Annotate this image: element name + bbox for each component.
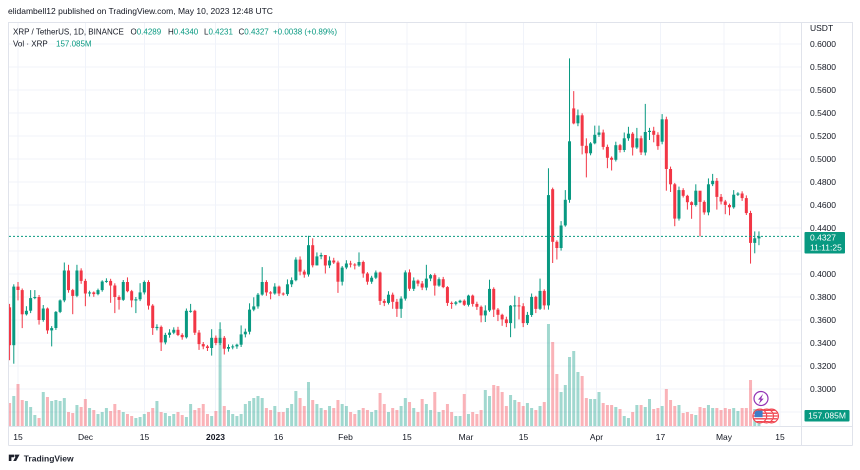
svg-text:157.085M: 157.085M — [808, 411, 846, 421]
svg-text:0.3200: 0.3200 — [810, 361, 836, 371]
svg-text:0.4327: 0.4327 — [810, 233, 836, 243]
svg-text:16: 16 — [274, 432, 284, 442]
svg-text:0.5000: 0.5000 — [810, 154, 836, 164]
svg-text:USDT: USDT — [810, 23, 833, 33]
svg-text:0.5800: 0.5800 — [810, 62, 836, 72]
svg-text:elidambell12 published on Trad: elidambell12 published on TradingView.co… — [8, 6, 273, 16]
svg-text:+0.0038 (+0.89%): +0.0038 (+0.89%) — [273, 28, 337, 37]
svg-text:15: 15 — [402, 432, 412, 442]
svg-text:O0.4289: O0.4289 — [131, 28, 162, 37]
svg-text:0.3000: 0.3000 — [810, 384, 836, 394]
svg-text:17: 17 — [656, 432, 666, 442]
svg-text:0.3400: 0.3400 — [810, 338, 836, 348]
svg-text:0.4400: 0.4400 — [810, 223, 836, 233]
svg-text:H0.4340: H0.4340 — [168, 28, 199, 37]
svg-text:0.6000: 0.6000 — [810, 39, 836, 49]
svg-text:0.5400: 0.5400 — [810, 108, 836, 118]
svg-text:Feb: Feb — [338, 432, 353, 442]
svg-text:2023: 2023 — [206, 432, 225, 442]
svg-text:TradingView: TradingView — [24, 454, 74, 464]
svg-text:XRP / TetherUS, 1D, BINANCE: XRP / TetherUS, 1D, BINANCE — [13, 28, 124, 37]
svg-text:Vol · XRP: Vol · XRP — [13, 40, 48, 49]
svg-text:15: 15 — [775, 432, 785, 442]
svg-text:L0.4231: L0.4231 — [204, 28, 233, 37]
svg-text:15: 15 — [140, 432, 150, 442]
svg-text:0.5600: 0.5600 — [810, 85, 836, 95]
svg-text:11:11:25: 11:11:25 — [810, 243, 842, 253]
svg-text:Mar: Mar — [459, 432, 474, 442]
svg-text:0.3800: 0.3800 — [810, 292, 836, 302]
svg-text:0.4600: 0.4600 — [810, 200, 836, 210]
svg-text:May: May — [716, 432, 733, 442]
svg-text:C0.4327: C0.4327 — [239, 28, 270, 37]
svg-text:0.5200: 0.5200 — [810, 131, 836, 141]
svg-text:0.4000: 0.4000 — [810, 269, 836, 279]
svg-text:15: 15 — [13, 432, 23, 442]
svg-text:15: 15 — [519, 432, 529, 442]
svg-text:Apr: Apr — [590, 432, 603, 442]
svg-text:157.085M: 157.085M — [56, 40, 92, 49]
svg-text:Dec: Dec — [78, 432, 94, 442]
svg-text:0.3600: 0.3600 — [810, 315, 836, 325]
svg-text:0.4800: 0.4800 — [810, 177, 836, 187]
